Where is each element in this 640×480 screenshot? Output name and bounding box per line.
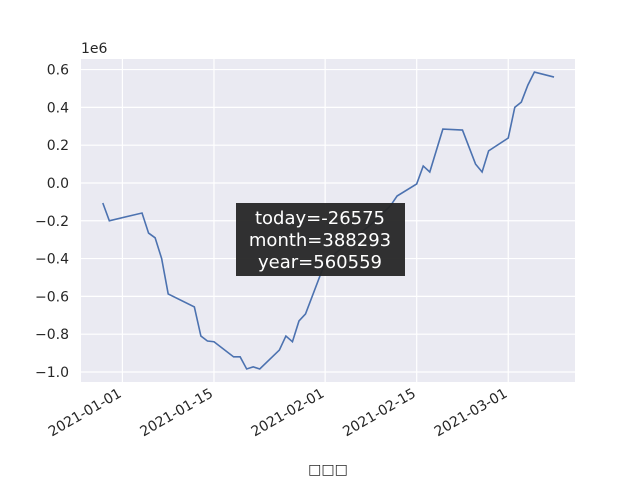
annotation-text: year=560559: [258, 252, 382, 273]
y-tick-label: −1.0: [35, 365, 69, 381]
x-tick-label: 2021-03-01: [432, 386, 510, 441]
y-tick-label: −0.6: [35, 289, 69, 305]
y-tick-label: −0.2: [35, 214, 69, 230]
y-tick-label: −0.4: [35, 252, 69, 268]
x-tick-label: 2021-01-01: [46, 386, 124, 441]
y-tick-label: 0.0: [47, 176, 69, 192]
y-offset-label: 1e6: [81, 41, 108, 57]
annotation-box: [236, 203, 405, 276]
y-tick-label: 0.4: [47, 100, 69, 116]
x-tick-label: 2021-02-15: [340, 386, 418, 441]
data-line: [102, 71, 555, 370]
y-tick-label: 0.2: [47, 138, 69, 154]
y-tick-label: 0.6: [47, 63, 69, 79]
annotation-text: month=388293: [249, 230, 391, 251]
x-tick-label: 2021-02-01: [249, 386, 327, 441]
y-tick-label: −0.8: [35, 327, 69, 343]
x-axis-label: □□□: [308, 462, 348, 478]
x-tick-label: 2021-01-15: [137, 386, 215, 441]
annotation-text: today=-26575: [255, 208, 385, 229]
